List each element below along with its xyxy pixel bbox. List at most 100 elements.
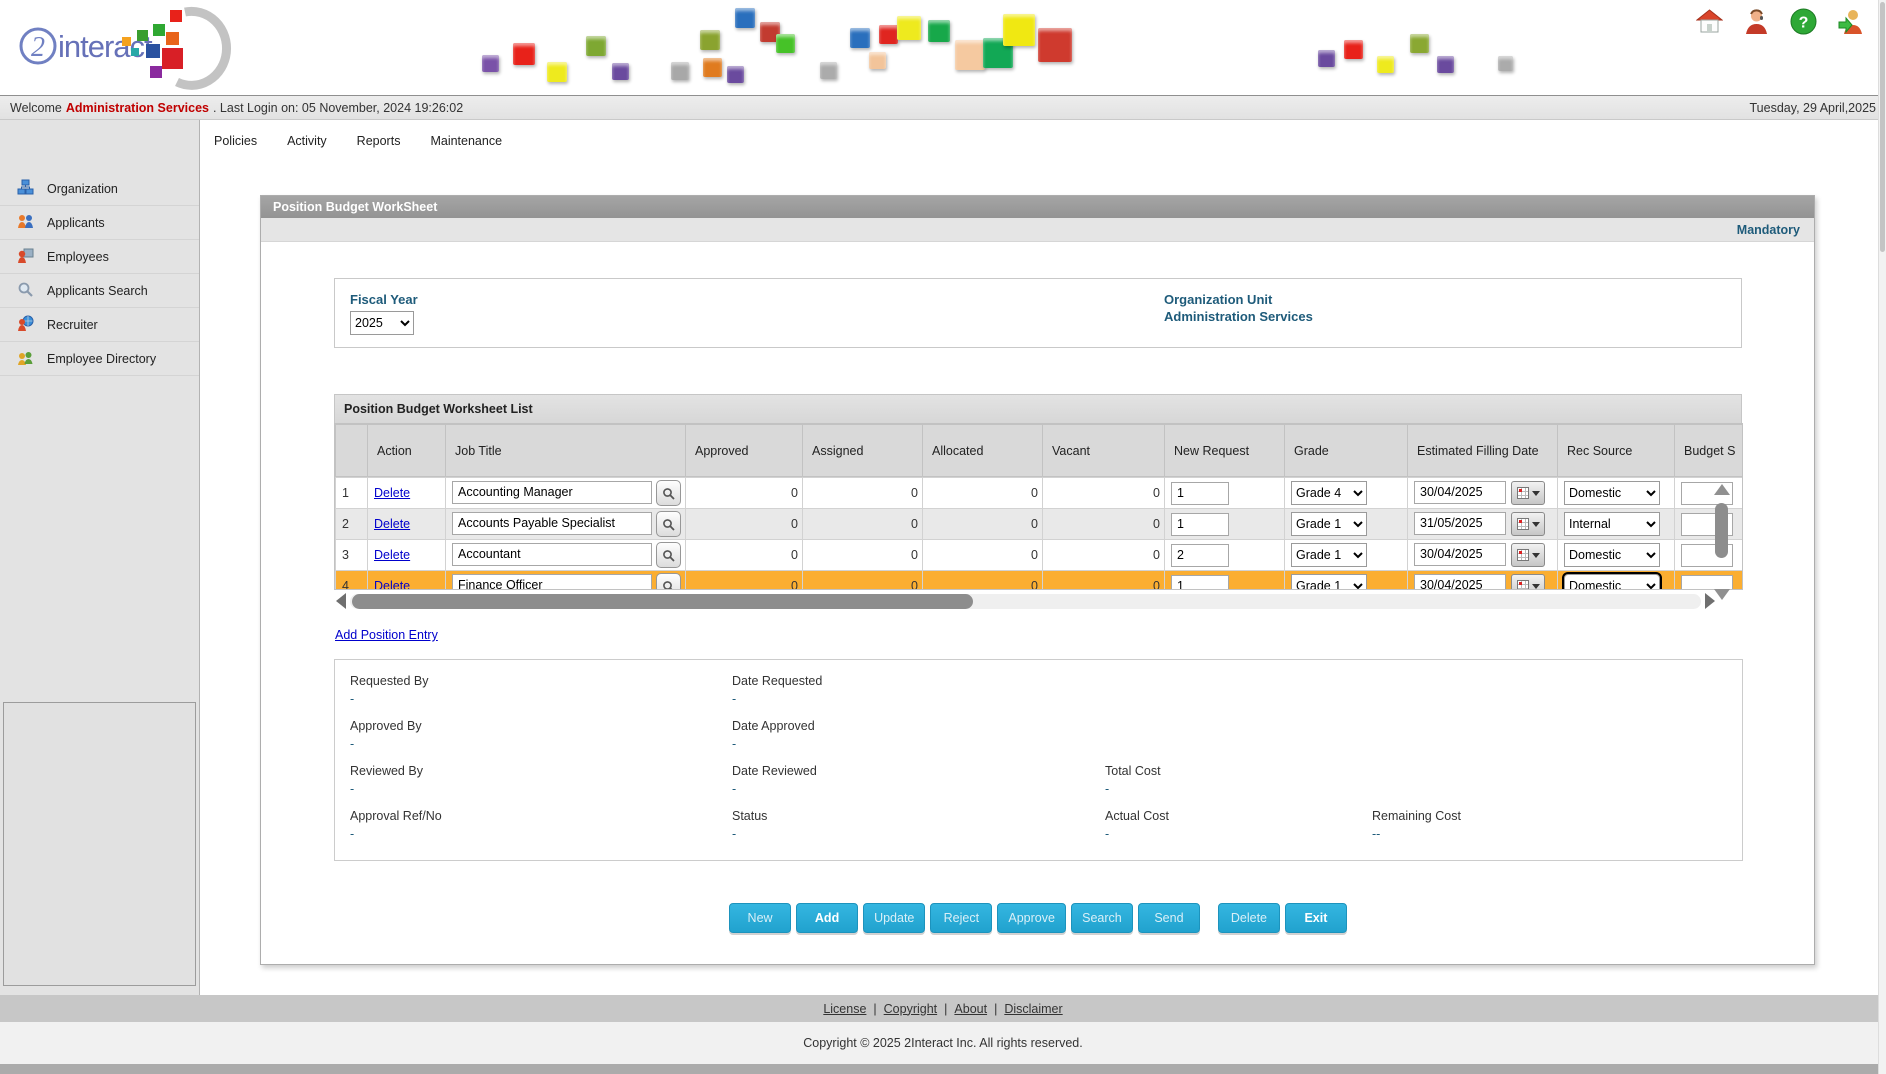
- grade-select[interactable]: Grade 1: [1291, 543, 1367, 567]
- rec-source-select[interactable]: Internal: [1564, 512, 1660, 536]
- calendar-caret-icon: [1531, 552, 1540, 558]
- new-request-input[interactable]: [1171, 543, 1229, 567]
- footer-bottom-strip: [0, 1064, 1886, 1074]
- job-title-input[interactable]: [452, 480, 652, 504]
- add-button[interactable]: Add: [796, 903, 859, 933]
- recruiter-icon: [17, 315, 34, 335]
- col-vacant: Vacant: [1042, 424, 1165, 477]
- job-title-input[interactable]: [452, 511, 652, 535]
- scroll-up-arrow-icon[interactable]: [1713, 484, 1730, 495]
- about-link[interactable]: About: [954, 1001, 988, 1016]
- delete-row-link[interactable]: Delete: [374, 548, 411, 562]
- rec-source-select[interactable]: Domestic: [1564, 543, 1660, 567]
- new-button[interactable]: New: [729, 903, 792, 933]
- job-title-input[interactable]: [452, 542, 652, 566]
- help-icon[interactable]: ?: [1790, 8, 1817, 35]
- vertical-scroll-thumb[interactable]: [1715, 503, 1728, 558]
- approve-button[interactable]: Approve: [997, 903, 1066, 933]
- sidebar-item-employees[interactable]: Employees: [0, 240, 199, 274]
- copyright-notice: Copyright © 2025 2Interact Inc. All righ…: [0, 1022, 1886, 1064]
- page-scrollbar-thumb[interactable]: [1880, 2, 1885, 252]
- add-position-entry-link[interactable]: Add Position Entry: [335, 628, 438, 642]
- sidebar-bottom-panel: [3, 702, 196, 986]
- decor-cube: [776, 34, 795, 53]
- exit-button[interactable]: Exit: [1284, 903, 1347, 933]
- grade-select[interactable]: Grade 1: [1291, 574, 1367, 589]
- calendar-button[interactable]: [1511, 543, 1545, 568]
- fiscal-year-label: Fiscal Year: [350, 292, 418, 307]
- est-filling-date-input[interactable]: [1414, 573, 1506, 589]
- delete-row-link[interactable]: Delete: [374, 579, 411, 589]
- table-horizontal-scrollbar[interactable]: [334, 590, 1743, 612]
- sidebar-item-employee-directory[interactable]: Employee Directory: [0, 342, 199, 376]
- row-number: 2: [335, 508, 368, 540]
- new-request-input[interactable]: [1171, 481, 1229, 505]
- delete-button[interactable]: Delete: [1217, 903, 1280, 933]
- update-button[interactable]: Update: [863, 903, 926, 933]
- new-request-input[interactable]: [1171, 512, 1229, 536]
- decor-cube: [700, 30, 720, 50]
- rec-source-select[interactable]: Domestic: [1564, 481, 1660, 505]
- menu-item-reports[interactable]: Reports: [356, 134, 401, 148]
- job-title-search-button[interactable]: [656, 542, 681, 568]
- reject-button[interactable]: Reject: [930, 903, 993, 933]
- est-filling-date-input[interactable]: [1414, 480, 1506, 504]
- est-filling-date-input[interactable]: [1414, 511, 1506, 535]
- delete-row-link[interactable]: Delete: [374, 486, 411, 500]
- page-scrollbar[interactable]: [1878, 0, 1886, 1074]
- menu-item-activity[interactable]: Activity: [287, 134, 327, 148]
- decor-cube: [482, 55, 499, 72]
- send-button[interactable]: Send: [1137, 903, 1200, 933]
- table-vertical-scrollbar[interactable]: [1713, 484, 1730, 600]
- row-number: 1: [335, 477, 368, 509]
- logout-icon[interactable]: [1837, 8, 1864, 35]
- scroll-left-arrow-icon[interactable]: [336, 593, 346, 609]
- worksheet-table-body: 1 Delete 0 0 0 0 Grade 4: [335, 477, 1742, 589]
- table-row: 1 Delete 0 0 0 0 Grade 4: [335, 477, 1742, 509]
- horizontal-scroll-thumb[interactable]: [352, 593, 974, 609]
- sidebar-item-label: Employees: [47, 249, 109, 264]
- home-icon[interactable]: [1696, 8, 1723, 35]
- calendar-caret-icon: [1531, 521, 1540, 527]
- new-request-input[interactable]: [1171, 574, 1229, 589]
- grade-select[interactable]: Grade 1: [1291, 512, 1367, 536]
- sidebar-item-applicants[interactable]: Applicants: [0, 206, 199, 240]
- horizontal-scroll-track[interactable]: [350, 593, 1701, 609]
- menu-item-maintenance[interactable]: Maintenance: [430, 134, 503, 148]
- org-unit-label: Organization Unit: [1164, 292, 1273, 307]
- sidebar-item-label: Employee Directory: [47, 351, 157, 366]
- job-title-input[interactable]: [452, 573, 652, 589]
- calendar-button[interactable]: [1511, 574, 1545, 589]
- decor-cube: [1410, 34, 1429, 53]
- grade-select[interactable]: Grade 4: [1291, 481, 1367, 505]
- delete-row-link[interactable]: Delete: [374, 517, 411, 531]
- budget-input[interactable]: [1681, 574, 1733, 589]
- scroll-right-arrow-icon[interactable]: [1705, 593, 1715, 609]
- est-filling-date-input[interactable]: [1414, 542, 1506, 566]
- support-icon[interactable]: [1743, 8, 1770, 35]
- job-title-search-button[interactable]: [656, 480, 681, 506]
- calendar-caret-icon: [1531, 583, 1540, 589]
- scroll-down-arrow-icon[interactable]: [1713, 589, 1730, 600]
- employee-directory-icon: [17, 349, 34, 369]
- employees-icon: [17, 247, 34, 267]
- rec-source-select[interactable]: Domestic: [1562, 572, 1662, 589]
- sidebar-item-label: Organization: [47, 181, 118, 196]
- sidebar-item-organization[interactable]: Organization: [0, 172, 199, 206]
- footer-separator: |: [944, 1001, 948, 1016]
- calendar-button[interactable]: [1511, 481, 1545, 506]
- copyright-link[interactable]: Copyright: [883, 1001, 938, 1016]
- sidebar-item-applicants-search[interactable]: Applicants Search: [0, 274, 199, 308]
- decor-cube: [820, 62, 837, 79]
- menu-item-policies[interactable]: Policies: [214, 134, 258, 148]
- license-link[interactable]: License: [823, 1001, 867, 1016]
- job-title-search-button[interactable]: [656, 511, 681, 537]
- disclaimer-link[interactable]: Disclaimer: [1004, 1001, 1063, 1016]
- sidebar-item-recruiter[interactable]: Recruiter: [0, 308, 199, 342]
- job-title-search-button[interactable]: [656, 573, 681, 589]
- col-rec-source: Rec Source: [1557, 424, 1675, 477]
- decor-cube: [586, 36, 606, 56]
- fiscal-year-select[interactable]: 2025: [350, 311, 414, 335]
- search-button[interactable]: Search: [1070, 903, 1133, 933]
- calendar-button[interactable]: [1511, 512, 1545, 537]
